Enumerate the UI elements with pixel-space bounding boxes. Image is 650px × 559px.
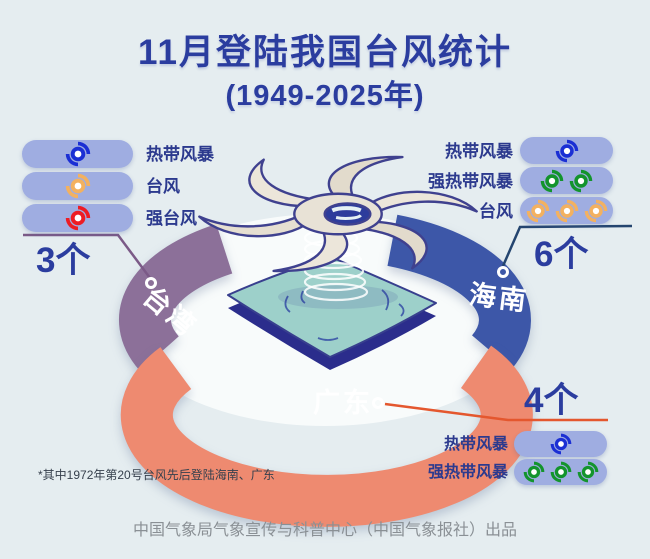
footnote: *其中1972年第20号台风先后登陆海南、广东 [38, 468, 275, 482]
legend-label-hainan-1: 强热带风暴 [428, 172, 513, 191]
legend-pill-taiwan-severe-typhoon [22, 204, 133, 232]
page-title: 11月登陆我国台风统计 [137, 33, 512, 72]
severe-tropical-storm-icon [540, 169, 564, 193]
water-ripples [284, 289, 405, 341]
legend-pill-guangdong-tropical-storm [514, 431, 607, 457]
legend-pill-taiwan-typhoon [22, 172, 133, 200]
anchor-dot-hainan [497, 266, 509, 278]
anchor-dot-guangdong [372, 397, 384, 409]
legend-label-taiwan-2: 强台风 [146, 209, 197, 228]
region-label-guangdong: 广东 [313, 387, 373, 418]
swirl-shadow [278, 285, 398, 309]
legend-label-hainan-0: 热带风暴 [445, 142, 513, 161]
typhoon-icon [526, 199, 550, 223]
legend-label-guangdong-0: 热带风暴 [443, 436, 508, 453]
legend-label-taiwan-1: 台风 [146, 177, 180, 196]
arc-guangdong [120, 345, 533, 527]
legend-pill-guangdong-severe-tropical-storm [514, 459, 607, 485]
typhoon-icon [555, 199, 579, 223]
count-guangdong: 4个 [524, 381, 579, 420]
connector-taiwan [23, 233, 152, 279]
typhoon-swirl [199, 147, 476, 280]
severe-tropical-storm-icon [523, 461, 545, 483]
typhoon-icon [65, 173, 91, 199]
severe-tropical-storm-icon [550, 461, 572, 483]
tropical-storm-icon [550, 433, 572, 455]
count-taiwan: 3个 [36, 241, 91, 280]
legend-label-guangdong-1: 强热带风暴 [427, 464, 508, 481]
region-label-hainan: 海南 [467, 279, 530, 316]
legend-pill-taiwan-tropical-storm [22, 140, 133, 168]
tropical-storm-icon [65, 141, 91, 167]
count-hainan: 6个 [534, 235, 589, 274]
credit-line: 中国气象局气象宣传与科普中心（中国气象报社）出品 [132, 522, 517, 539]
map-platform [227, 256, 437, 370]
connector-hainan [501, 224, 633, 267]
legend-pill-hainan-severe-tropical-storm [520, 167, 613, 194]
typhoon-icon [584, 199, 608, 223]
severe-tropical-storm-icon [577, 461, 599, 483]
page-subtitle: (1949-2025年) [225, 80, 425, 112]
legend-pill-hainan-typhoon [520, 197, 613, 224]
legend-label-hainan-2: 台风 [479, 202, 513, 221]
severe-tropical-storm-icon [569, 169, 593, 193]
arc-taiwan [119, 223, 233, 371]
anchor-dot-taiwan [145, 277, 157, 289]
legend-label-taiwan-0: 热带风暴 [146, 145, 214, 164]
severe-typhoon-icon [65, 205, 91, 231]
tropical-storm-icon [555, 139, 579, 163]
legend-pill-hainan-tropical-storm [520, 137, 613, 164]
connector-guangdong [384, 402, 608, 422]
